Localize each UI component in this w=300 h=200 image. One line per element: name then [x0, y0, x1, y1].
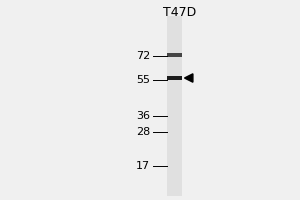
Text: 36: 36	[136, 111, 150, 121]
Text: 55: 55	[136, 75, 150, 85]
Bar	[167, 76, 182, 80]
Bar	[167, 16, 182, 196]
Bar	[167, 53, 182, 57]
Polygon shape	[184, 74, 193, 82]
Text: 72: 72	[136, 51, 150, 61]
Text: 28: 28	[136, 127, 150, 137]
Text: 17: 17	[136, 161, 150, 171]
Text: T47D: T47D	[164, 5, 196, 19]
